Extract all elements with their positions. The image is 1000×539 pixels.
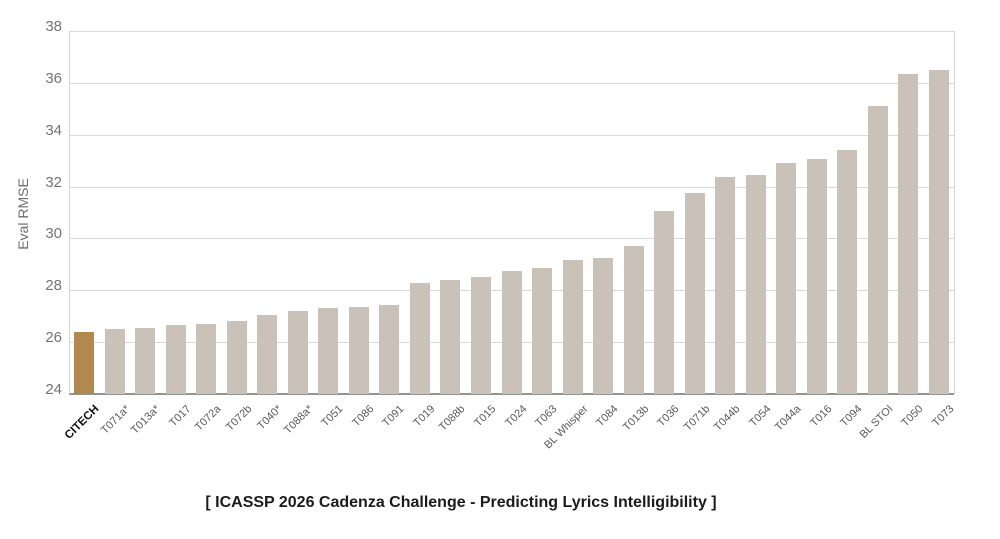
y-tick-label: 32 bbox=[45, 173, 62, 191]
y-tick-label: 26 bbox=[45, 329, 62, 347]
bar bbox=[898, 73, 919, 394]
y-axis-title: Eval RMSE bbox=[15, 178, 31, 250]
bar bbox=[715, 177, 736, 394]
gridline bbox=[69, 134, 954, 136]
bar bbox=[379, 304, 400, 394]
bar bbox=[196, 323, 217, 394]
bar bbox=[318, 308, 339, 394]
bar bbox=[74, 331, 95, 394]
bar bbox=[806, 159, 827, 394]
y-tick-label: 34 bbox=[45, 121, 62, 139]
plot-border-right bbox=[954, 31, 955, 394]
bar bbox=[348, 307, 369, 394]
x-axis-line bbox=[69, 393, 954, 395]
bar bbox=[623, 246, 644, 394]
bar bbox=[440, 279, 461, 394]
bar bbox=[287, 311, 308, 394]
bar bbox=[776, 163, 797, 394]
gridline bbox=[69, 31, 954, 32]
bar bbox=[654, 211, 675, 394]
bar bbox=[837, 150, 858, 394]
y-tick-label: 30 bbox=[45, 225, 62, 243]
bar bbox=[226, 321, 247, 394]
bar bbox=[409, 282, 430, 394]
bar bbox=[867, 106, 888, 394]
bar bbox=[257, 314, 278, 394]
bar bbox=[470, 277, 491, 394]
gridline bbox=[69, 238, 954, 240]
chart-caption: [ ICASSP 2026 Cadenza Challenge - Predic… bbox=[205, 494, 717, 511]
bar bbox=[135, 327, 156, 394]
bar bbox=[562, 260, 583, 394]
plot-border-left bbox=[69, 31, 70, 394]
y-tick-label: 28 bbox=[45, 277, 62, 295]
y-tick-label: 24 bbox=[45, 381, 62, 398]
bar bbox=[165, 325, 186, 394]
y-tick-label: 36 bbox=[45, 69, 62, 87]
bar bbox=[501, 270, 522, 394]
bar bbox=[745, 174, 766, 394]
bar bbox=[532, 268, 553, 394]
bar bbox=[684, 193, 705, 394]
bar bbox=[928, 69, 949, 394]
gridline bbox=[69, 82, 954, 84]
bar bbox=[593, 257, 614, 394]
y-tick-label: 38 bbox=[45, 18, 62, 35]
bar bbox=[104, 329, 125, 394]
gridline bbox=[69, 186, 954, 188]
